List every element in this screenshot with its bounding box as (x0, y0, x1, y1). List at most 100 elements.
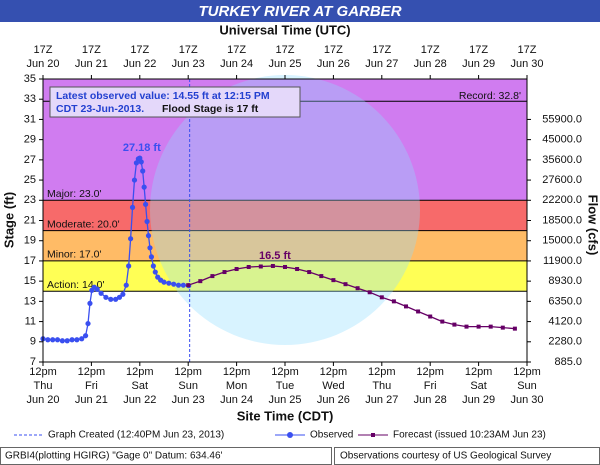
y2-tick-label: 8930.0 (548, 275, 582, 287)
observed-point (147, 245, 153, 251)
x-tick-label: Jun 30 (510, 394, 543, 406)
forecast-point (222, 270, 227, 275)
top-x-tick-label: Jun 28 (414, 58, 447, 70)
x-tick-label: Jun 27 (365, 394, 398, 406)
x-tick-label: Tue (276, 380, 295, 392)
top-x-tick-label: Jun 29 (462, 58, 495, 70)
forecast-point (476, 324, 481, 329)
y2-tick-label: 22200.0 (542, 194, 582, 206)
observed-point (54, 337, 61, 343)
observed-point (94, 286, 100, 292)
forecast-point (416, 309, 421, 314)
forecast-point (198, 279, 203, 284)
title-bar (0, 0, 600, 22)
top-x-tick-label: Jun 22 (123, 58, 156, 70)
observed-point (131, 177, 138, 183)
x-tick-label: Jun 25 (268, 394, 301, 406)
y2-tick-label: 27600.0 (542, 174, 582, 186)
x-tick-label: Jun 24 (220, 394, 253, 406)
observed-point (64, 338, 70, 344)
x-tick-label: Sat (132, 380, 149, 392)
top-x-tick-label: Jun 25 (268, 58, 301, 70)
observed-point (138, 159, 144, 165)
forecast-point (295, 267, 300, 272)
y2-tick-label: 45000.0 (542, 134, 582, 146)
top-x-tick-label: Jun 24 (220, 58, 253, 70)
y2-tick-label: 885.0 (554, 356, 582, 368)
overlay: Latest observed value: 14.55 ft at 12:15… (49, 86, 301, 118)
x-tick-label: 12pm (368, 366, 396, 378)
forecast-point (452, 322, 457, 327)
footer-left: GRBI4(plotting HGIRG) "Gage 0" Datum: 63… (5, 451, 223, 462)
legend-label: Observed (310, 430, 353, 441)
top-x-tick-label: Jun 21 (75, 58, 108, 70)
plot-frame (42, 78, 528, 363)
peak-label: 16.5 ft (259, 250, 291, 262)
top-x-tick-label: 17Z (469, 44, 488, 56)
y-tick-label: 15 (24, 275, 36, 287)
flood-label: Moderate: 20.0' (47, 218, 120, 230)
forecast-point (488, 324, 493, 329)
flood-label: Action: 14.0' (47, 279, 104, 291)
chart-title: TURKEY RIVER AT GARBER (198, 3, 401, 20)
x-tick-label: Mon (226, 380, 247, 392)
observed-point (50, 337, 56, 343)
x-tick-label: Sun (178, 380, 198, 392)
y2-tick-label: 4120.0 (548, 315, 582, 327)
x-tick-label: Jun 23 (172, 394, 205, 406)
observed-point (141, 184, 147, 190)
info-box (49, 86, 301, 118)
info-text: Latest observed value: 14.55 ft at 12:15… (56, 90, 270, 102)
observed-point (143, 201, 149, 207)
y-tick-label: 13 (24, 295, 36, 307)
footer-right: Observations courtesy of US Geological S… (340, 451, 551, 462)
y-tick-label: 11 (25, 315, 36, 327)
y-tick-label: 23 (24, 194, 36, 206)
forecast-point (367, 290, 372, 295)
top-x-tick-label: 17Z (227, 44, 246, 56)
observed-point (152, 269, 158, 275)
observed-point (120, 291, 126, 297)
x-tick-label: 12pm (29, 366, 57, 378)
y-tick-label: 21 (24, 214, 36, 226)
flood-band (43, 200, 527, 231)
x-tick-label: 12pm (320, 366, 348, 378)
x-tick-label: Fri (424, 380, 437, 392)
observed-point (79, 336, 85, 342)
forecast-point (186, 283, 191, 288)
observed-point (148, 254, 155, 260)
top-x-tick-label: 17Z (324, 44, 343, 56)
x-tick-label: 12pm (416, 366, 444, 378)
series-line (187, 265, 515, 330)
record-label: Record: 32.8' (459, 90, 521, 102)
observed-point (59, 338, 65, 344)
x-tick-label: 12pm (126, 366, 154, 378)
x-tick-label: Wed (322, 380, 344, 392)
y2-tick-label: 6350.0 (548, 295, 582, 307)
forecast-point (343, 282, 348, 287)
forecast-point (428, 314, 433, 319)
y-tick-label: 27 (24, 154, 36, 166)
forecast-point (270, 263, 275, 268)
observed-point (126, 263, 132, 269)
top-x-tick-label: Jun 23 (172, 58, 205, 70)
observed-point (113, 296, 119, 302)
y-tick-label: 35 (24, 73, 36, 85)
observed-point (123, 282, 129, 288)
y-tick-label: 19 (24, 235, 36, 247)
top-x-tick-label: 17Z (130, 44, 149, 56)
y-tick-label: 25 (24, 174, 36, 186)
observed-point (85, 320, 91, 327)
x-axis-title: Site Time (CDT) (237, 408, 334, 423)
observed-point (74, 337, 80, 343)
forecast-point (391, 299, 396, 304)
observed-point (103, 294, 109, 300)
top-x-tick-label: Jun 20 (26, 58, 59, 70)
y2-tick-label: 15000.0 (542, 235, 582, 247)
observed-point (116, 294, 123, 300)
forecast-point (355, 286, 360, 291)
forecast-point (500, 325, 505, 330)
observed-point (171, 281, 177, 287)
y2-tick-label: 2280.0 (548, 336, 582, 348)
